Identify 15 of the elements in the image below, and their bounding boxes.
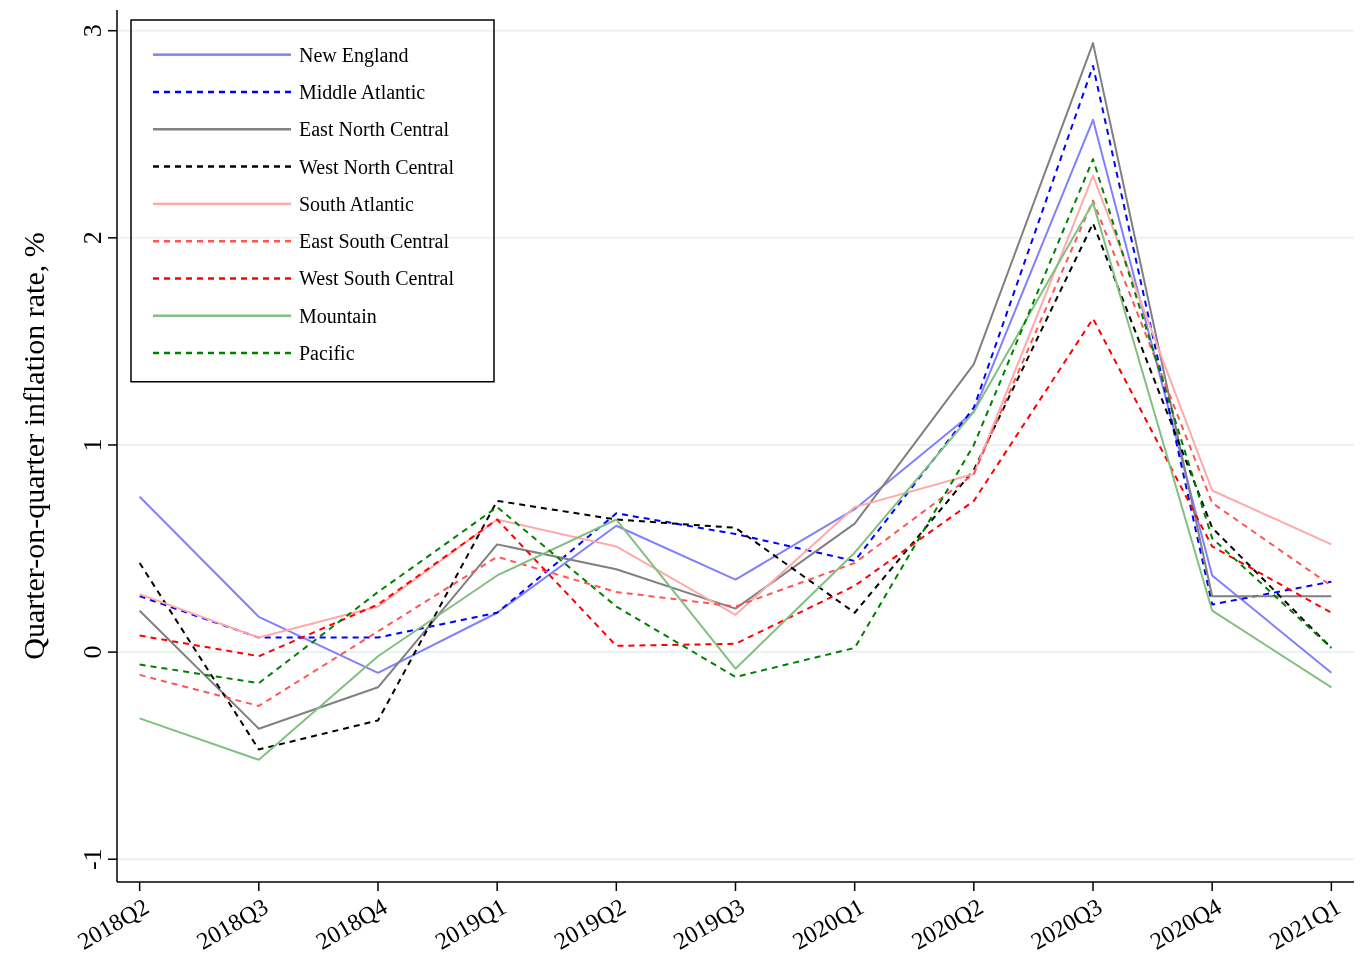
y-tick-label: 2 bbox=[78, 231, 107, 245]
y-axis-title: Quarter-on-quarter inflation rate, % bbox=[17, 232, 50, 660]
legend-label: Pacific bbox=[299, 342, 355, 365]
legend-label: New England bbox=[299, 43, 409, 67]
y-tick-label: 3 bbox=[78, 24, 107, 38]
legend-label: Middle Atlantic bbox=[299, 80, 426, 103]
y-tick-label: 0 bbox=[78, 645, 107, 659]
legend-label: West North Central bbox=[299, 155, 455, 178]
legend-label: East South Central bbox=[299, 230, 450, 253]
legend-label: West South Central bbox=[299, 267, 455, 290]
y-tick-label: -1 bbox=[78, 848, 107, 871]
legend-label: South Atlantic bbox=[299, 192, 415, 215]
legend-label: East North Central bbox=[299, 118, 450, 141]
y-tick-label: 1 bbox=[78, 438, 107, 452]
legend-label: Mountain bbox=[299, 304, 377, 327]
